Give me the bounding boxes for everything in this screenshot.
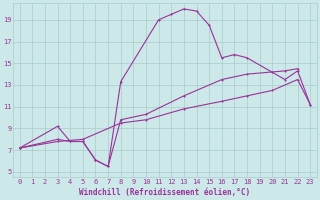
X-axis label: Windchill (Refroidissement éolien,°C): Windchill (Refroidissement éolien,°C)	[79, 188, 251, 197]
